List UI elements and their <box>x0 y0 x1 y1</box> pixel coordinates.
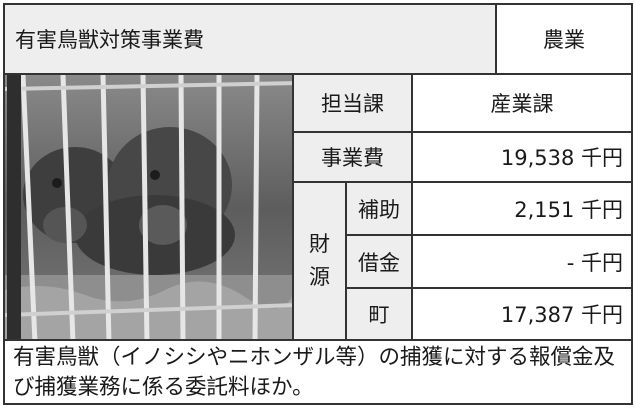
category-badge: 農業 <box>495 3 633 75</box>
project-cost-value: 19,538 千円 <box>411 131 633 183</box>
town-value: 17,387 千円 <box>411 287 633 341</box>
town-label: 町 <box>345 287 413 341</box>
item-description: 有害鳥獣（イノシシやニホンザル等）の捕獲に対する報償金及び捕獲業務に係る委託料ほ… <box>3 339 633 405</box>
item-title: 有害鳥獣対策事業費 <box>3 3 497 75</box>
subsidy-label: 補助 <box>345 181 413 236</box>
project-cost-label: 事業費 <box>292 131 413 183</box>
funding-source-label: 財 源 <box>292 181 347 341</box>
debt-label: 借金 <box>345 234 413 289</box>
funding-label-char-1: 財 <box>309 232 330 257</box>
subsidy-value: 2,151 千円 <box>411 181 633 236</box>
department-label: 担当課 <box>292 73 413 133</box>
funding-label-char-2: 源 <box>309 265 330 289</box>
wild-boar-in-cage-image <box>5 75 292 339</box>
department-value: 産業課 <box>411 73 633 133</box>
debt-value: - 千円 <box>411 234 633 289</box>
wild-boar-photo <box>3 73 294 341</box>
